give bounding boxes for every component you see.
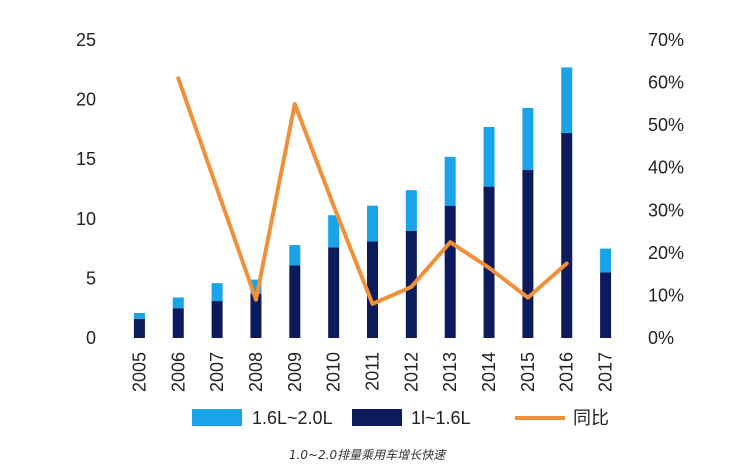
right-tick-label-70%: 70% bbox=[648, 30, 684, 50]
bar-1.6L-2.0L-2009 bbox=[289, 245, 301, 266]
right-tick-label-50%: 50% bbox=[648, 115, 684, 135]
x-tick-label-2015: 2015 bbox=[518, 352, 538, 392]
bar-1l-1.6L-2007 bbox=[211, 301, 223, 338]
right-tick-label-40%: 40% bbox=[648, 158, 684, 178]
yoy-line bbox=[176, 76, 569, 306]
x-axis: 2005 2006 2007 2008 2009 2010 2011 2012 2013 2014… bbox=[129, 352, 615, 392]
x-tick-label-2008: 2008 bbox=[246, 352, 266, 392]
bar-1l-1.6L-2005 bbox=[133, 318, 145, 338]
bar-1l-1.6L-2006 bbox=[172, 308, 184, 338]
x-tick-label-2014: 2014 bbox=[479, 352, 499, 392]
left-tick-label-5: 5 bbox=[86, 268, 96, 288]
yoy-line-layer bbox=[176, 76, 569, 306]
x-tick-label-2006: 2006 bbox=[168, 352, 188, 392]
right-tick-label-30%: 30% bbox=[648, 200, 684, 220]
bar-1.6L-2.0L-2013 bbox=[444, 156, 456, 206]
left-tick-label-0: 0 bbox=[86, 328, 96, 348]
bar-1.6L-2.0L-2011 bbox=[367, 205, 378, 242]
left-tick-label-25: 25 bbox=[76, 30, 96, 50]
bar-1l-1.6L-2013 bbox=[444, 205, 456, 338]
x-tick-label-2009: 2009 bbox=[285, 352, 305, 392]
bar-1l-1.6L-2014 bbox=[483, 186, 495, 338]
bar-1.6L-2.0L-2010 bbox=[328, 215, 340, 248]
bar-1l-1.6L-2008 bbox=[250, 293, 262, 338]
left-tick-label-15: 15 bbox=[76, 149, 96, 169]
legend-swatch-light-blue bbox=[192, 409, 242, 426]
bars-layer bbox=[133, 67, 612, 338]
x-tick-label-2012: 2012 bbox=[401, 352, 421, 392]
legend-label-yoy: 同比 bbox=[573, 408, 609, 428]
bar-1l-1.6L-2009 bbox=[289, 265, 301, 338]
legend-label-1.6L-2.0L: 1.6L~2.0L bbox=[252, 408, 333, 428]
right-tick-label-10%: 10% bbox=[648, 285, 684, 305]
x-tick-label-2010: 2010 bbox=[324, 352, 344, 392]
bar-1.6L-2.0L-2017 bbox=[600, 248, 612, 273]
right-tick-label-20%: 20% bbox=[648, 243, 684, 263]
right-tick-label-60%: 60% bbox=[648, 73, 684, 93]
x-tick-label-2005: 2005 bbox=[129, 352, 149, 392]
bar-1l-1.6L-2015 bbox=[522, 169, 534, 338]
x-tick-label-2011: 2011 bbox=[363, 352, 383, 391]
bar-1.6L-2.0L-2014 bbox=[483, 127, 495, 187]
bar-1.6L-2.0L-2012 bbox=[405, 190, 417, 231]
legend: 1.6L~2.0L 1l~1.6L 同比 bbox=[192, 408, 609, 428]
bar-1.6L-2.0L-2016 bbox=[561, 67, 573, 133]
bar-1l-1.6L-2011 bbox=[367, 241, 378, 338]
right-tick-label-0%: 0% bbox=[648, 328, 674, 348]
bar-1l-1.6L-2017 bbox=[600, 272, 612, 338]
left-tick-label-20: 20 bbox=[76, 90, 96, 110]
left-tick-label-10: 10 bbox=[76, 209, 96, 229]
legend-swatch-dark-navy bbox=[352, 409, 402, 426]
chart-caption: 1.0~2.0排量乘用车增长快速 bbox=[289, 448, 447, 462]
bar-1.6L-2.0L-2006 bbox=[172, 297, 184, 309]
bar-1l-1.6L-2010 bbox=[328, 247, 340, 338]
bar-1.6L-2.0L-2005 bbox=[133, 312, 145, 319]
x-tick-label-2007: 2007 bbox=[207, 352, 227, 392]
left-axis: 0 5 10 15 20 25 bbox=[76, 30, 96, 348]
bar-1.6L-2.0L-2008 bbox=[250, 279, 262, 294]
bar-1.6L-2.0L-2007 bbox=[211, 283, 223, 302]
x-tick-label-2017: 2017 bbox=[596, 352, 616, 392]
x-tick-label-2016: 2016 bbox=[557, 352, 577, 392]
legend-label-1l-1.6L: 1l~1.6L bbox=[411, 408, 471, 428]
x-tick-label-2013: 2013 bbox=[440, 352, 460, 392]
right-axis: 0% 10% 20% 30% 40% 50% 60% 70% bbox=[648, 30, 684, 348]
bar-1l-1.6L-2016 bbox=[561, 132, 573, 338]
bar-1.6L-2.0L-2015 bbox=[522, 107, 534, 170]
